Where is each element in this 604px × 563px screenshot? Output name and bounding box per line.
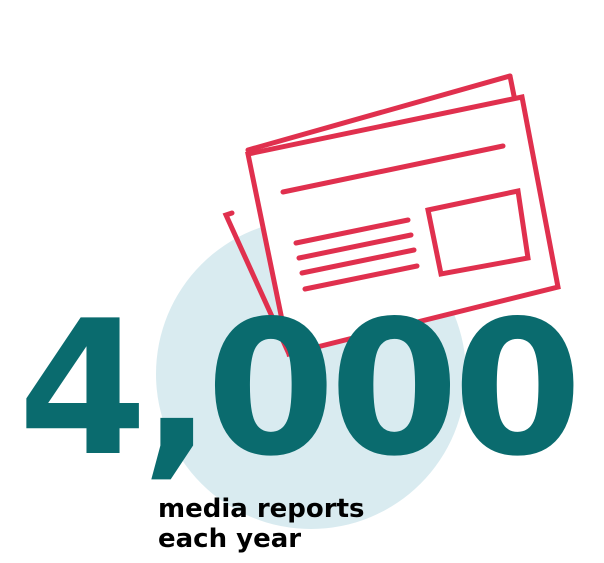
newspaper-back-sheet	[222, 210, 292, 357]
newspaper-back-sheet-top	[245, 73, 513, 153]
stat-value: 4,000	[18, 280, 582, 497]
stat-caption: media reports each year	[158, 494, 365, 554]
newspaper-front-sheet	[245, 94, 561, 358]
newspaper-image-box	[425, 188, 531, 277]
newspaper-headline	[280, 143, 506, 195]
caption-line-2: each year	[158, 524, 302, 554]
caption-line-1: media reports	[158, 494, 365, 524]
